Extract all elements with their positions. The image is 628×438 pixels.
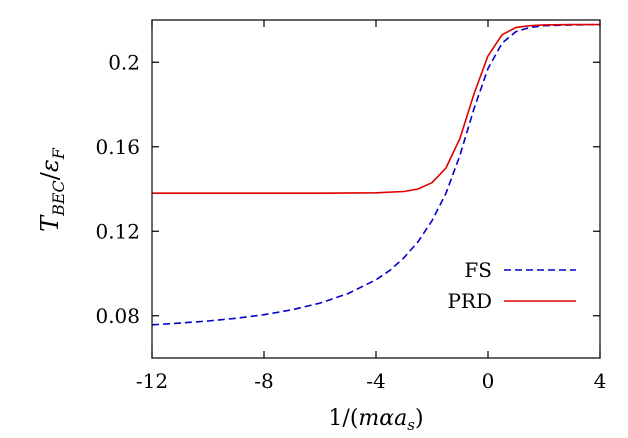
y-tick-label: 0.08 — [95, 304, 140, 328]
series-layer — [151, 23, 601, 326]
y-tick-label: 0.16 — [95, 135, 140, 159]
y-tick-label: 0.12 — [95, 219, 140, 243]
x-tick-label: 0 — [482, 369, 495, 393]
legend-label-fs: FS — [464, 258, 492, 282]
svg-text:TBEC/εF: TBEC/εF — [36, 147, 68, 232]
legend: FS PRD — [447, 258, 576, 313]
y-axis-label: TBEC/εF — [36, 147, 68, 232]
y-tick-label: 0.2 — [108, 50, 140, 74]
series-line-fs — [151, 23, 601, 326]
x-tick-label: 4 — [594, 369, 607, 393]
x-tick-label: -8 — [254, 369, 273, 393]
series-line-prd — [152, 23, 600, 194]
x-tick-label: -4 — [366, 369, 385, 393]
x-tick-label: -12 — [136, 369, 168, 393]
legend-label-prd: PRD — [447, 289, 492, 313]
tick-layer: -12 -8 -4 0 4 0.08 0.12 0.16 0.2 — [95, 20, 606, 393]
x-axis-label: 1/(mαas) — [328, 406, 423, 434]
plot-frame — [151, 19, 601, 359]
